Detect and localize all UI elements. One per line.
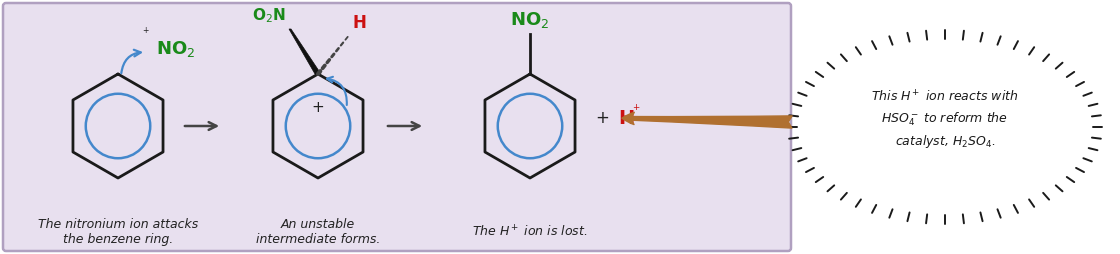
Text: $^+$: $^+$ (631, 103, 642, 117)
Text: This H$^+$ ion reacts with: This H$^+$ ion reacts with (871, 89, 1019, 105)
Text: H: H (352, 14, 366, 32)
Text: $^+$: $^+$ (141, 26, 150, 36)
Text: The H$^+$ ion is lost.: The H$^+$ ion is lost. (473, 224, 588, 240)
Text: H: H (618, 108, 634, 128)
Text: NO$_2$: NO$_2$ (511, 10, 550, 30)
Text: The nitronium ion attacks
the benzene ring.: The nitronium ion attacks the benzene ri… (38, 218, 198, 246)
Text: $+$: $+$ (595, 109, 609, 127)
Text: O$_2$N: O$_2$N (252, 6, 286, 25)
Text: $+$: $+$ (311, 101, 325, 116)
Text: catalyst, H$_2$SO$_4$.: catalyst, H$_2$SO$_4$. (895, 133, 996, 150)
FancyBboxPatch shape (3, 3, 791, 251)
Text: HSO$_4^-$ to reform the: HSO$_4^-$ to reform the (881, 110, 1008, 128)
Polygon shape (289, 29, 321, 74)
Text: An unstable
intermediate forms.: An unstable intermediate forms. (255, 218, 380, 246)
Text: NO$_2$: NO$_2$ (156, 39, 195, 59)
